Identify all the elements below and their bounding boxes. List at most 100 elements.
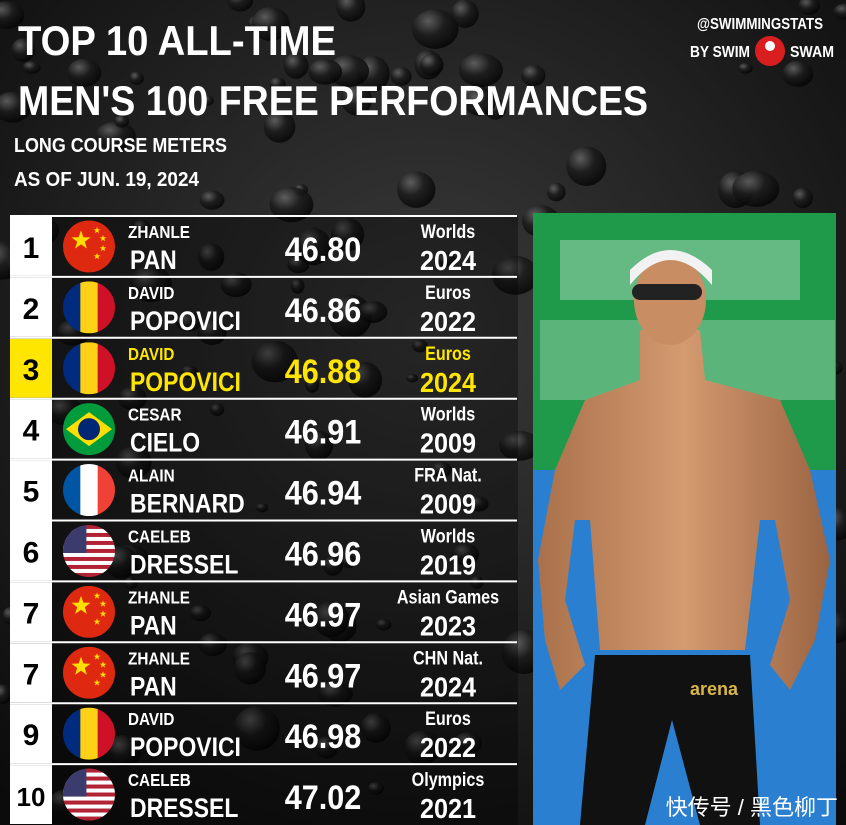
meet: Olympics xyxy=(412,769,485,791)
drop xyxy=(546,182,566,202)
drop xyxy=(323,556,343,576)
flag-stripe xyxy=(63,780,115,785)
flag xyxy=(63,585,115,638)
flag-star xyxy=(99,234,107,242)
drop xyxy=(521,64,546,87)
rank-cell xyxy=(10,582,52,642)
drop xyxy=(390,66,412,86)
first-name: DAVID xyxy=(128,344,174,364)
drop xyxy=(255,503,269,513)
year: 2019 xyxy=(420,549,476,581)
rank-cell xyxy=(10,643,52,703)
time: 46.80 xyxy=(285,231,362,269)
drop xyxy=(375,618,392,631)
rank: 1 xyxy=(23,232,40,265)
flag xyxy=(63,342,115,395)
flag-band xyxy=(80,342,99,395)
flag-star xyxy=(93,653,101,660)
year: 2024 xyxy=(420,367,476,399)
drop xyxy=(436,252,457,267)
flag xyxy=(63,768,115,821)
last-name: PAN xyxy=(130,672,177,702)
meet: Asian Games xyxy=(397,586,499,608)
drop xyxy=(129,71,144,85)
drop xyxy=(833,3,846,20)
drop xyxy=(233,706,280,751)
flag-band xyxy=(63,707,81,760)
drop xyxy=(468,496,489,512)
subtitle-line: AS OF JUN. 19, 2024 xyxy=(14,169,200,191)
drop xyxy=(450,0,479,28)
drop xyxy=(22,61,41,74)
first-name: DAVID xyxy=(128,709,174,729)
first-name: CAELEB xyxy=(128,526,191,546)
meet: CHN Nat. xyxy=(413,647,483,669)
drop xyxy=(431,461,452,478)
flag-stripe xyxy=(63,536,115,542)
drop xyxy=(341,555,356,569)
flag-globe xyxy=(78,418,100,441)
rank: 7 xyxy=(23,658,40,691)
drop xyxy=(189,604,211,622)
last-name: DRESSEL xyxy=(130,793,238,823)
drop xyxy=(201,95,214,106)
time: 46.97 xyxy=(285,596,362,634)
drop xyxy=(129,265,172,303)
drop xyxy=(251,6,290,42)
drop xyxy=(458,53,503,88)
flag-stripe xyxy=(63,564,115,570)
drop xyxy=(453,732,483,754)
flag-field xyxy=(63,585,115,638)
svg-text:arena: arena xyxy=(690,679,739,699)
drop xyxy=(198,243,225,271)
drop xyxy=(317,680,353,707)
flag-band xyxy=(63,464,81,517)
rank-cell xyxy=(10,338,52,398)
year: 2024 xyxy=(420,671,476,703)
flag-stripe xyxy=(63,776,115,781)
drop xyxy=(367,782,384,795)
flag-stripe xyxy=(63,792,115,797)
flag-band xyxy=(97,281,115,334)
flag-stripe xyxy=(63,788,115,793)
last-name: POPOVICI xyxy=(130,306,241,336)
drop xyxy=(397,171,436,208)
flag-star xyxy=(93,252,101,260)
drop xyxy=(347,362,383,398)
drop xyxy=(11,38,36,62)
drop xyxy=(798,0,820,15)
flag-star xyxy=(71,656,91,675)
first-name: ZHANLE xyxy=(128,648,190,668)
flag-stripe xyxy=(63,568,115,574)
flag-stripe xyxy=(63,528,115,534)
drop xyxy=(499,430,541,461)
flag-stripe xyxy=(63,784,115,789)
last-name: PAN xyxy=(130,245,177,275)
meet: FRA Nat. xyxy=(414,464,482,486)
rank: 5 xyxy=(23,476,40,509)
title-line: TOP 10 ALL-TIME xyxy=(18,17,336,64)
drop xyxy=(341,82,373,116)
flag-stripe xyxy=(63,560,115,566)
athlete-photo: arena xyxy=(533,213,836,825)
flag xyxy=(63,464,115,517)
rank: 10 xyxy=(17,782,46,812)
rank-cell xyxy=(10,521,52,581)
flag-stripe xyxy=(63,768,115,773)
last-name: POPOVICI xyxy=(130,732,241,762)
rank: 4 xyxy=(23,415,40,448)
year: 2024 xyxy=(420,245,476,277)
meet: Euros xyxy=(425,708,471,730)
first-name: ZHANLE xyxy=(128,587,190,607)
year: 2021 xyxy=(420,793,476,825)
drop xyxy=(404,730,440,766)
flag-star xyxy=(71,595,91,614)
flag-band xyxy=(63,342,81,395)
rank-cell xyxy=(10,399,52,459)
rank: 6 xyxy=(23,537,40,570)
